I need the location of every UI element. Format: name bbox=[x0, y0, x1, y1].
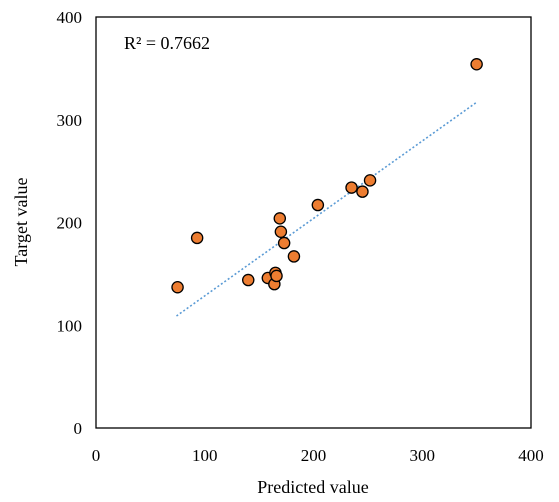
plot-area-frame bbox=[95, 16, 532, 429]
data-point bbox=[356, 185, 369, 198]
data-point bbox=[470, 58, 483, 71]
data-point bbox=[311, 198, 325, 212]
data-point bbox=[273, 212, 287, 225]
data-point bbox=[277, 236, 291, 250]
data-point bbox=[171, 280, 184, 294]
x-axis-title: Predicted value bbox=[257, 477, 368, 497]
data-point bbox=[345, 181, 358, 194]
data-point bbox=[274, 225, 288, 238]
x-tick-label: 200 bbox=[301, 446, 327, 465]
y-tick-label: 0 bbox=[74, 419, 83, 438]
data-point bbox=[363, 174, 377, 187]
data-point bbox=[190, 231, 204, 245]
y-tick-label: 100 bbox=[57, 316, 83, 335]
x-tick-label: 0 bbox=[92, 446, 101, 465]
data-points bbox=[171, 58, 483, 294]
data-point bbox=[241, 273, 255, 287]
x-tick-label: 100 bbox=[192, 446, 218, 465]
y-tick-label: 300 bbox=[57, 111, 83, 130]
x-tick-label: 400 bbox=[518, 446, 544, 465]
y-tick-label: 200 bbox=[57, 214, 83, 233]
x-tick-label: 300 bbox=[410, 446, 436, 465]
trendline bbox=[176, 101, 478, 317]
data-point bbox=[270, 269, 283, 283]
y-axis-title: Target value bbox=[11, 178, 31, 267]
y-axis-ticks: 0 100 200 300 400 bbox=[57, 8, 83, 438]
data-point bbox=[287, 250, 301, 263]
r-squared-annotation: R² = 0.7662 bbox=[124, 33, 210, 53]
x-axis-ticks: 0 100 200 300 400 bbox=[92, 446, 544, 465]
y-tick-label: 400 bbox=[57, 8, 83, 27]
